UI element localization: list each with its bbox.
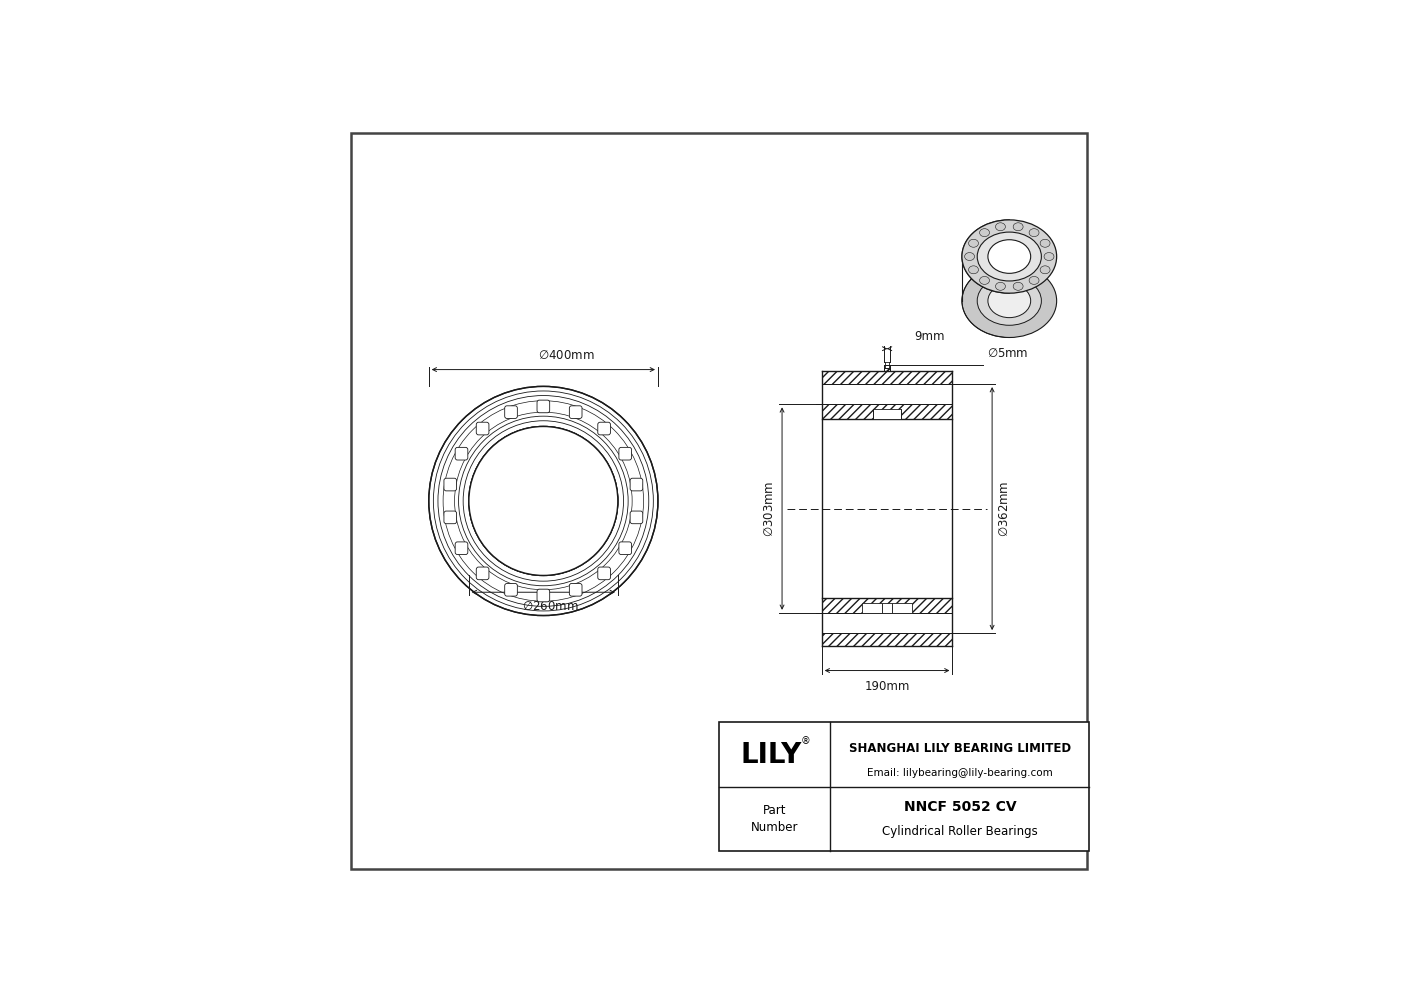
Bar — [822, 371, 953, 384]
FancyBboxPatch shape — [443, 478, 456, 491]
Text: LILY: LILY — [741, 741, 801, 769]
Ellipse shape — [968, 266, 978, 274]
Bar — [884, 368, 890, 371]
Ellipse shape — [1013, 223, 1023, 231]
Ellipse shape — [979, 277, 989, 285]
FancyBboxPatch shape — [505, 406, 518, 419]
FancyBboxPatch shape — [537, 400, 550, 413]
Text: Part
Number: Part Number — [751, 804, 798, 833]
Circle shape — [429, 387, 658, 615]
Bar — [882, 603, 892, 613]
Ellipse shape — [1040, 239, 1049, 247]
Circle shape — [469, 427, 617, 575]
Ellipse shape — [1040, 266, 1049, 274]
FancyBboxPatch shape — [570, 406, 582, 419]
Ellipse shape — [996, 283, 1006, 291]
Bar — [873, 409, 902, 420]
FancyBboxPatch shape — [455, 542, 467, 555]
Text: $\varnothing$400mm: $\varnothing$400mm — [537, 349, 595, 362]
Ellipse shape — [1044, 253, 1054, 261]
Text: 9mm: 9mm — [913, 329, 944, 342]
Bar — [822, 633, 953, 646]
Bar — [892, 603, 912, 613]
Ellipse shape — [1028, 277, 1040, 285]
Bar — [884, 365, 890, 371]
FancyBboxPatch shape — [476, 423, 488, 434]
FancyBboxPatch shape — [570, 583, 582, 596]
Bar — [822, 371, 953, 384]
Bar — [822, 598, 953, 613]
Text: $\varnothing$260mm: $\varnothing$260mm — [522, 600, 579, 613]
Text: NNCF 5052 CV: NNCF 5052 CV — [904, 801, 1016, 814]
FancyBboxPatch shape — [505, 583, 518, 596]
Bar — [822, 405, 953, 420]
FancyBboxPatch shape — [630, 478, 643, 491]
Bar — [884, 365, 890, 371]
Text: $\varnothing$303mm: $\varnothing$303mm — [763, 480, 776, 537]
FancyBboxPatch shape — [476, 567, 488, 579]
Text: SHANGHAI LILY BEARING LIMITED: SHANGHAI LILY BEARING LIMITED — [849, 742, 1070, 755]
FancyBboxPatch shape — [455, 447, 467, 460]
Circle shape — [469, 427, 617, 575]
Text: Cylindrical Roller Bearings: Cylindrical Roller Bearings — [882, 825, 1038, 838]
FancyBboxPatch shape — [443, 511, 456, 524]
Ellipse shape — [996, 223, 1006, 231]
Ellipse shape — [965, 253, 975, 261]
Ellipse shape — [988, 284, 1031, 317]
FancyBboxPatch shape — [619, 542, 631, 555]
Ellipse shape — [979, 229, 989, 237]
Ellipse shape — [962, 264, 1056, 337]
Text: ®: ® — [800, 736, 810, 746]
Bar — [822, 405, 953, 420]
FancyBboxPatch shape — [619, 447, 631, 460]
FancyBboxPatch shape — [598, 567, 610, 579]
Text: 190mm: 190mm — [864, 680, 909, 692]
Ellipse shape — [962, 220, 1056, 294]
Polygon shape — [962, 220, 1009, 337]
Ellipse shape — [978, 232, 1041, 281]
Text: $\varnothing$362mm: $\varnothing$362mm — [998, 480, 1012, 537]
Bar — [718, 722, 1090, 851]
FancyBboxPatch shape — [598, 423, 610, 434]
Ellipse shape — [978, 277, 1041, 325]
Text: Email: lilybearing@lily-bearing.com: Email: lilybearing@lily-bearing.com — [867, 768, 1052, 778]
Bar — [822, 633, 953, 646]
FancyBboxPatch shape — [537, 589, 550, 602]
Ellipse shape — [1013, 283, 1023, 291]
Bar — [822, 598, 953, 613]
Ellipse shape — [988, 240, 1031, 274]
Ellipse shape — [1028, 229, 1040, 237]
Ellipse shape — [968, 239, 978, 247]
Bar — [863, 603, 882, 613]
Text: $\varnothing$5mm: $\varnothing$5mm — [986, 347, 1028, 360]
FancyBboxPatch shape — [630, 511, 643, 524]
